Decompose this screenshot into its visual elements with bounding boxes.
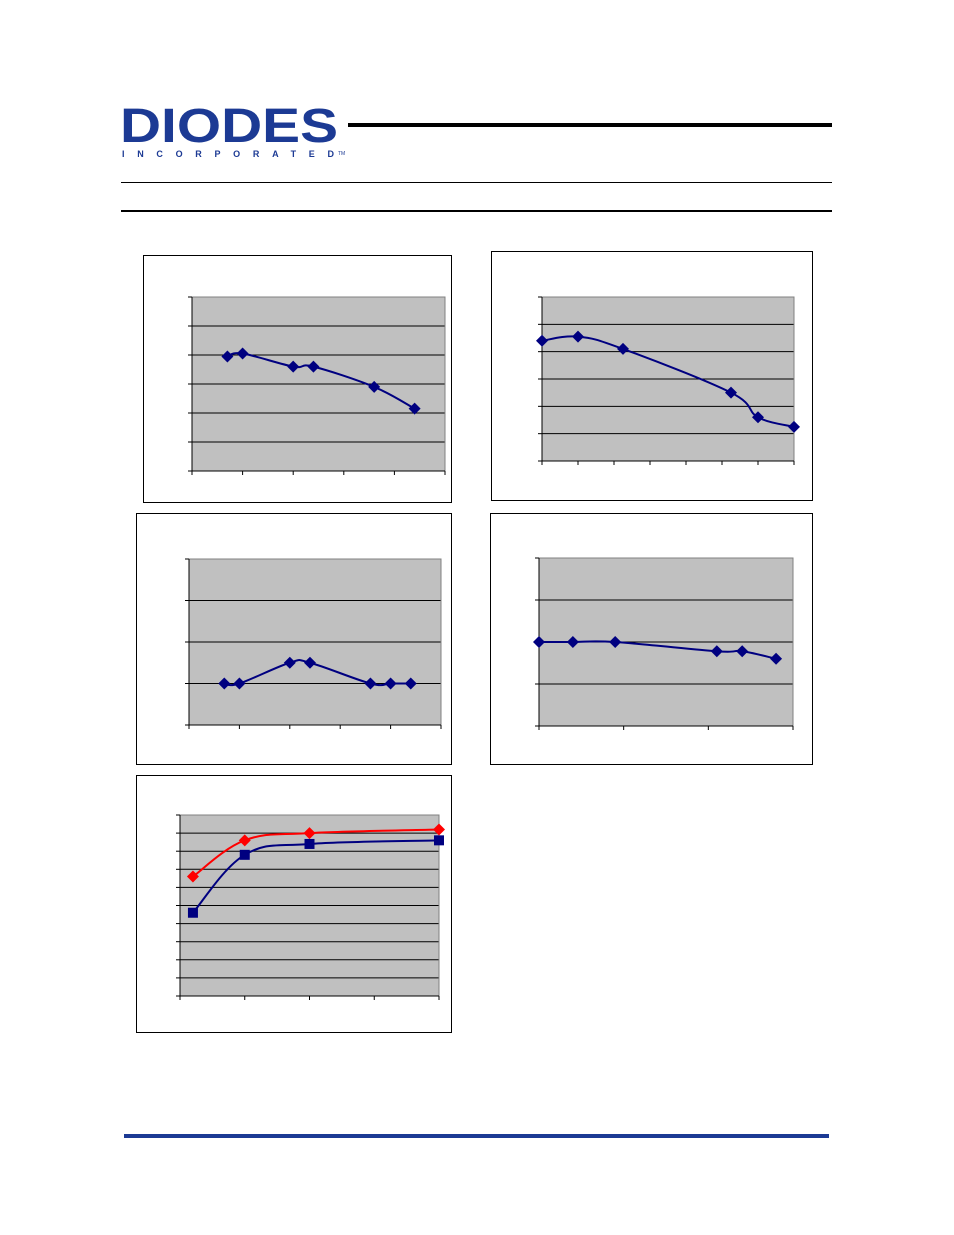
data-point [238, 834, 251, 847]
data-point [408, 402, 421, 415]
data-point [572, 330, 584, 343]
diodes-logo: DIODES INCORPORATED TM [120, 100, 345, 159]
footer-rule [124, 1134, 829, 1138]
data-point [236, 347, 249, 360]
data-point [218, 677, 231, 690]
header-rule-medium [121, 210, 832, 212]
data-point [533, 636, 545, 648]
data-point [566, 636, 579, 648]
data-point [433, 823, 445, 836]
data-point [404, 677, 417, 690]
header-rule-thin [121, 182, 832, 183]
data-point [233, 677, 246, 690]
data-point [725, 386, 737, 399]
data-point [710, 645, 723, 658]
data-point [384, 677, 397, 690]
data-point [187, 907, 198, 918]
data-point [307, 360, 320, 373]
data-point [186, 870, 199, 883]
data-point [788, 420, 800, 433]
data-point [617, 342, 629, 355]
data-point [434, 835, 444, 846]
data-point [287, 360, 300, 373]
chart-1 [143, 255, 452, 503]
header-rule-thick [348, 123, 832, 127]
data-point [770, 652, 783, 665]
chart-2 [491, 251, 813, 501]
data-point [752, 411, 764, 424]
series-line [192, 839, 440, 914]
chart-4 [490, 513, 813, 765]
data-point [736, 645, 749, 658]
data-point [303, 656, 316, 669]
series-line [192, 828, 440, 878]
data-point [283, 656, 296, 669]
chart-5 [136, 775, 452, 1033]
data-point [368, 380, 381, 393]
data-point [239, 849, 250, 860]
data-point [221, 350, 234, 363]
data-point [609, 636, 622, 648]
data-point [364, 677, 377, 690]
data-point [303, 827, 316, 840]
data-point [304, 838, 315, 849]
chart-3 [136, 513, 452, 765]
data-point [536, 334, 548, 347]
logo-trademark: TM [338, 151, 345, 157]
logo-wordmark: DIODES [120, 100, 338, 153]
